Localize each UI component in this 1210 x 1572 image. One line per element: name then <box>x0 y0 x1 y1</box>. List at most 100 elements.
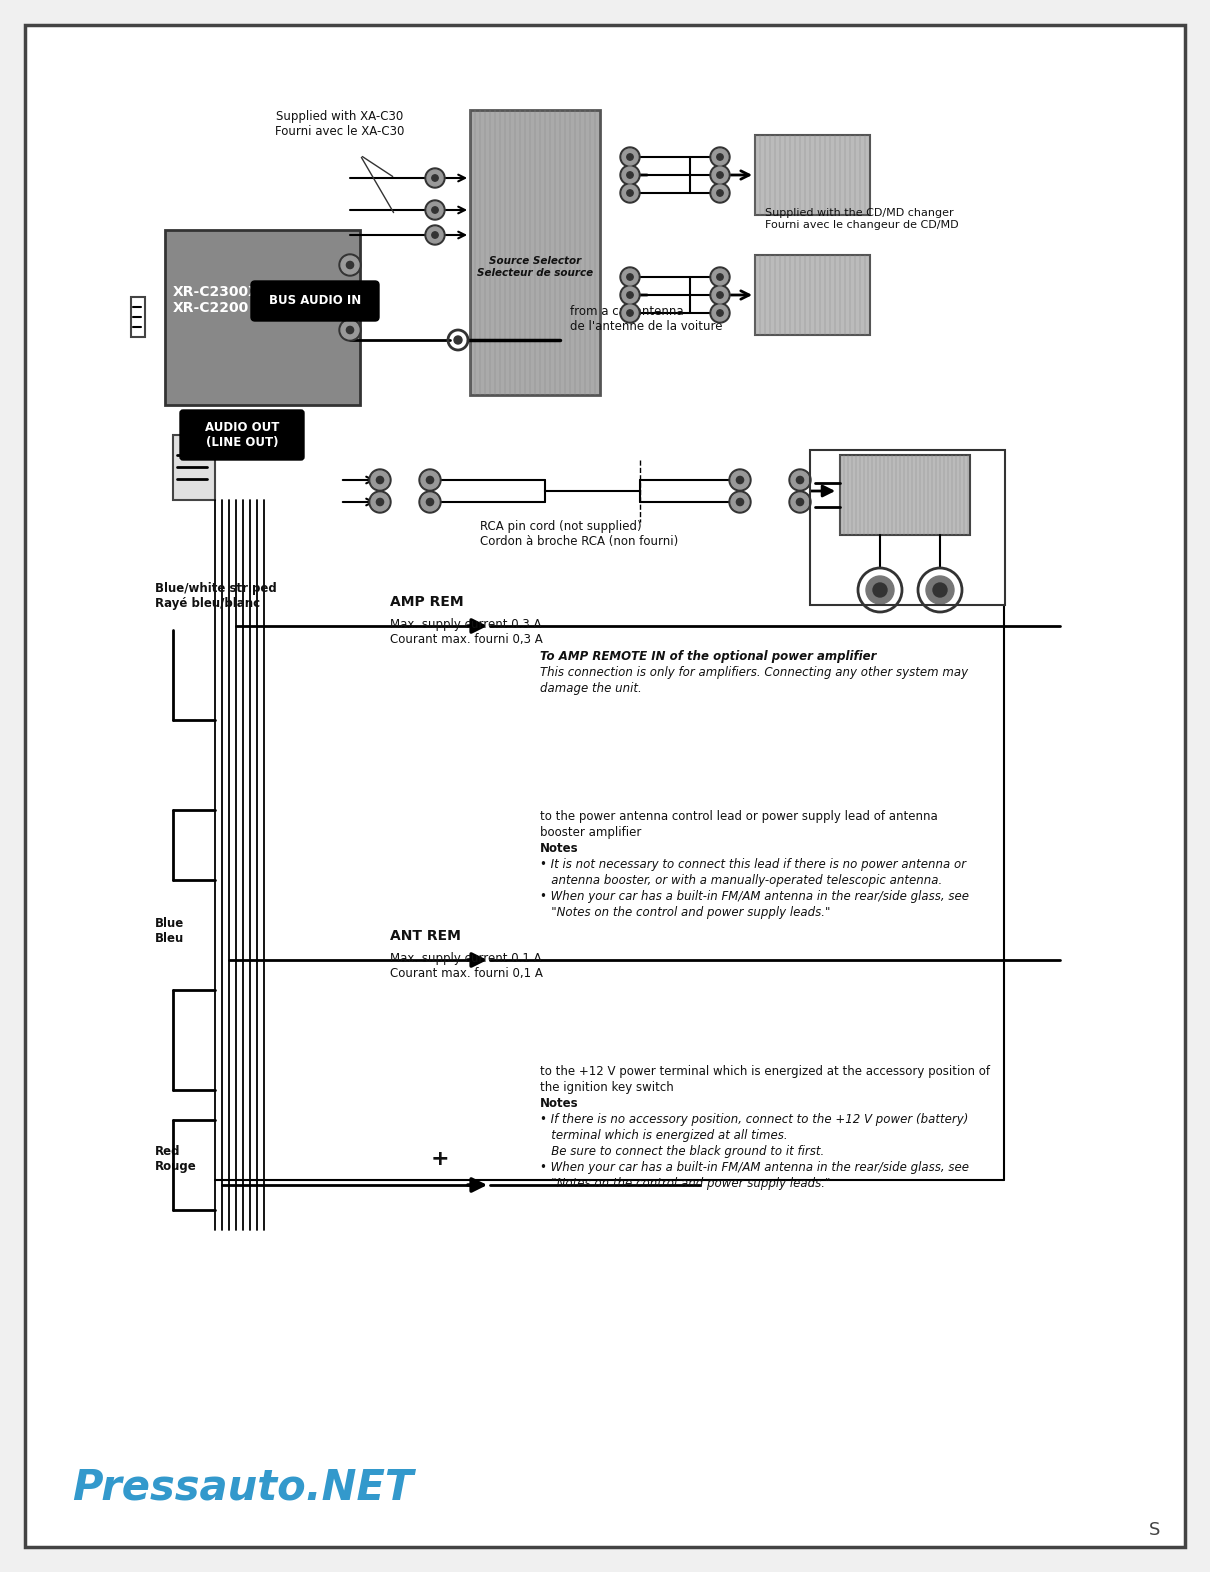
Text: Notes: Notes <box>540 843 578 855</box>
Text: • When your car has a built-in FM/AM antenna in the rear/side glass, see: • When your car has a built-in FM/AM ant… <box>540 890 969 902</box>
Text: antenna booster, or with a manually-operated telescopic antenna.: antenna booster, or with a manually-oper… <box>540 874 943 887</box>
Circle shape <box>369 490 391 512</box>
Circle shape <box>622 269 638 285</box>
Circle shape <box>716 190 724 196</box>
Circle shape <box>710 165 730 185</box>
Text: to the +12 V power terminal which is energized at the accessory position of: to the +12 V power terminal which is ene… <box>540 1064 990 1078</box>
Circle shape <box>371 472 388 489</box>
Text: XR-C2300X
XR-C2200: XR-C2300X XR-C2200 <box>173 285 260 314</box>
Text: Supplied with XA-C30
Fourni avec le XA-C30: Supplied with XA-C30 Fourni avec le XA-C… <box>276 110 404 138</box>
Circle shape <box>627 310 633 316</box>
Circle shape <box>711 269 728 285</box>
Circle shape <box>737 476 744 484</box>
Circle shape <box>728 490 751 512</box>
Circle shape <box>711 288 728 303</box>
Circle shape <box>622 185 638 201</box>
Bar <box>840 454 970 534</box>
Circle shape <box>716 292 724 299</box>
Circle shape <box>620 285 640 305</box>
Circle shape <box>866 575 894 604</box>
Circle shape <box>710 182 730 203</box>
Circle shape <box>622 305 638 321</box>
Text: • It is not necessary to connect this lead if there is no power antenna or: • It is not necessary to connect this le… <box>540 858 966 871</box>
Bar <box>469 110 600 395</box>
Text: RCA pin cord (not supplied)
Cordon à broche RCA (non fourni): RCA pin cord (not supplied) Cordon à bro… <box>480 520 679 549</box>
Text: This connection is only for amplifiers. Connecting any other system may: This connection is only for amplifiers. … <box>540 667 968 679</box>
Circle shape <box>791 494 809 511</box>
Text: • When your car has a built-in FM/AM antenna in the rear/side glass, see: • When your car has a built-in FM/AM ant… <box>540 1162 969 1174</box>
Circle shape <box>622 288 638 303</box>
Circle shape <box>421 494 439 511</box>
Text: from a car antenna
de l'antenne de la voiture: from a car antenna de l'antenne de la vo… <box>570 305 722 333</box>
Text: • If there is no accessory position, connect to the +12 V power (battery): • If there is no accessory position, con… <box>540 1113 968 1126</box>
Circle shape <box>427 201 443 219</box>
Circle shape <box>341 256 359 274</box>
FancyBboxPatch shape <box>250 281 379 321</box>
Text: Max. supply current 0.1 A
Courant max. fourni 0,1 A: Max. supply current 0.1 A Courant max. f… <box>390 953 543 979</box>
Circle shape <box>731 494 749 511</box>
Text: terminal which is energized at all times.: terminal which is energized at all times… <box>540 1129 788 1141</box>
Text: damage the unit.: damage the unit. <box>540 682 641 695</box>
Circle shape <box>789 490 811 512</box>
Circle shape <box>346 291 353 299</box>
Text: Source Selector
Selecteur de source: Source Selector Selecteur de source <box>477 256 593 278</box>
Text: "Notes on the control and power supply leads.": "Notes on the control and power supply l… <box>540 905 830 920</box>
Circle shape <box>339 255 361 277</box>
Bar <box>165 230 361 406</box>
Circle shape <box>716 171 724 178</box>
Text: Blue/white striped
Rayé bleu/blanc: Blue/white striped Rayé bleu/blanc <box>155 582 277 610</box>
Text: BUS AUDIO IN: BUS AUDIO IN <box>269 294 361 308</box>
Circle shape <box>432 231 438 239</box>
Circle shape <box>620 267 640 288</box>
Circle shape <box>620 148 640 167</box>
Text: AUDIO OUT
(LINE OUT): AUDIO OUT (LINE OUT) <box>204 421 280 450</box>
Circle shape <box>711 167 728 182</box>
Text: AMP REM: AMP REM <box>390 594 463 608</box>
Circle shape <box>710 267 730 288</box>
Circle shape <box>716 154 724 160</box>
Circle shape <box>425 225 445 245</box>
Text: Supplied with the CD/MD changer
Fourni avec le changeur de CD/MD: Supplied with the CD/MD changer Fourni a… <box>765 209 958 230</box>
Circle shape <box>376 498 384 506</box>
Circle shape <box>716 274 724 280</box>
Circle shape <box>627 154 633 160</box>
Circle shape <box>627 171 633 178</box>
Text: Notes: Notes <box>540 1097 578 1110</box>
Circle shape <box>425 168 445 189</box>
Text: "Notes on the control and power supply leads.": "Notes on the control and power supply l… <box>540 1177 830 1190</box>
Circle shape <box>933 583 947 597</box>
Circle shape <box>341 286 359 303</box>
Circle shape <box>454 336 462 344</box>
Text: +: + <box>431 1149 449 1170</box>
Text: Max. supply current 0.3 A
Courant max. fourni 0,3 A: Max. supply current 0.3 A Courant max. f… <box>390 618 543 646</box>
Circle shape <box>376 476 384 484</box>
Circle shape <box>716 310 724 316</box>
Circle shape <box>791 472 809 489</box>
Circle shape <box>339 319 361 341</box>
Circle shape <box>796 476 803 484</box>
Circle shape <box>426 476 433 484</box>
Circle shape <box>627 274 633 280</box>
Circle shape <box>872 583 887 597</box>
Bar <box>755 255 870 335</box>
Circle shape <box>627 190 633 196</box>
Circle shape <box>926 575 953 604</box>
Circle shape <box>710 148 730 167</box>
Text: Blue
Bleu: Blue Bleu <box>155 916 184 945</box>
Circle shape <box>620 165 640 185</box>
Circle shape <box>710 285 730 305</box>
Circle shape <box>426 498 433 506</box>
Text: booster amplifier: booster amplifier <box>540 825 641 839</box>
Circle shape <box>427 226 443 244</box>
Circle shape <box>710 303 730 322</box>
Circle shape <box>421 472 439 489</box>
Circle shape <box>425 200 445 220</box>
Circle shape <box>796 498 803 506</box>
Text: Pressauto.NET: Pressauto.NET <box>73 1467 414 1509</box>
Circle shape <box>711 305 728 321</box>
Bar <box>755 135 870 215</box>
Text: ANT REM: ANT REM <box>390 929 461 943</box>
Circle shape <box>371 494 388 511</box>
Circle shape <box>731 472 749 489</box>
Bar <box>809 450 1006 605</box>
